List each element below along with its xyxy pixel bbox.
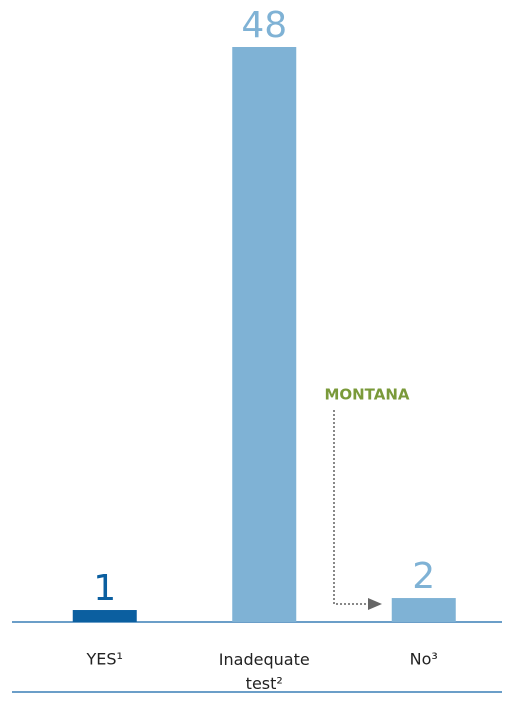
x-tick-label: YES¹	[86, 650, 123, 669]
annotation: MONTANA	[324, 386, 409, 404]
bar	[232, 47, 297, 622]
x-tick-label: No³	[410, 650, 438, 669]
bar	[72, 610, 137, 622]
value-label: 2	[412, 556, 435, 597]
arrow-head	[368, 598, 382, 610]
bar	[391, 598, 456, 622]
annotation-arrow	[333, 410, 370, 605]
value-label: 48	[241, 5, 287, 46]
x-tick-label: Inadequate test²	[219, 650, 310, 693]
value-label: 1	[93, 568, 116, 609]
